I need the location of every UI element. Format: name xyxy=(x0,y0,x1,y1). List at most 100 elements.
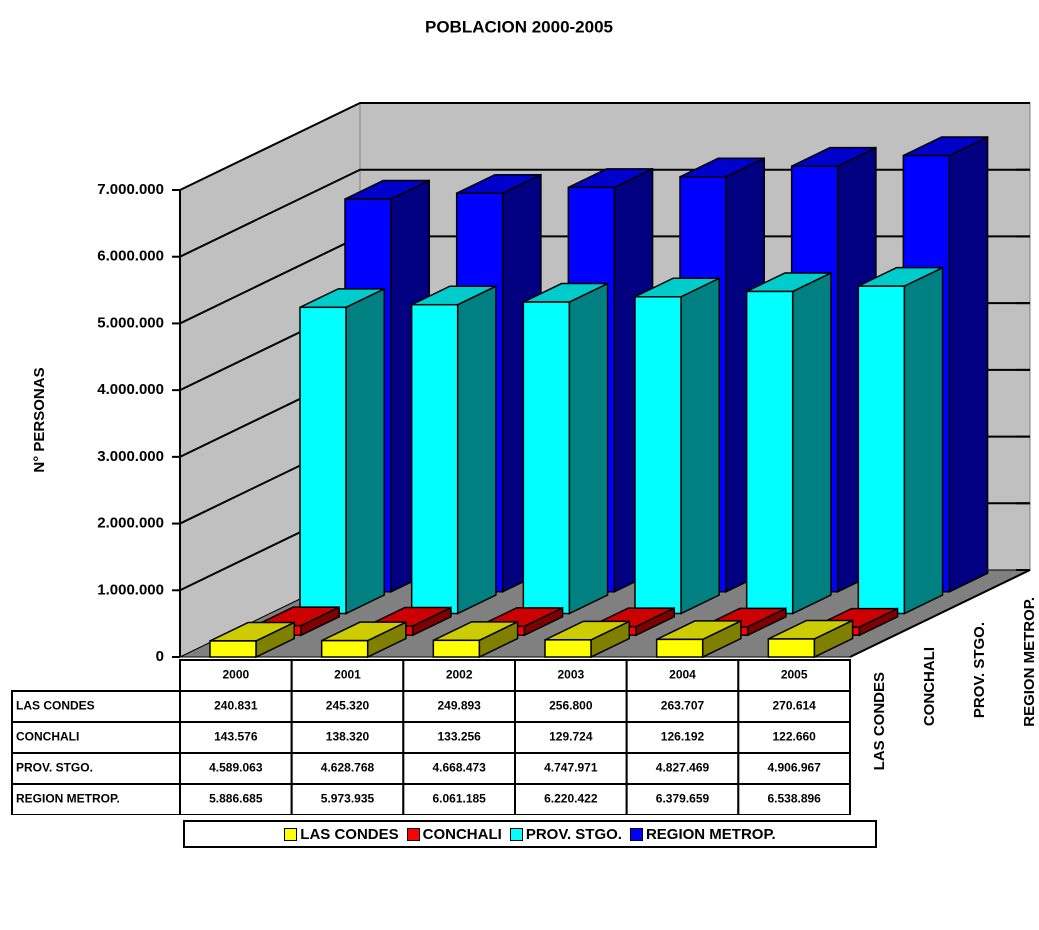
bar-side xyxy=(456,285,497,615)
bar-front xyxy=(634,295,682,615)
legend-swatch xyxy=(284,827,298,841)
table-cell xyxy=(290,752,405,785)
bar xyxy=(410,285,497,615)
table-value: 6.379.659 xyxy=(656,792,710,806)
table-value: 6.538.896 xyxy=(767,792,821,806)
table-value: 5.973.935 xyxy=(321,792,375,806)
table-cell xyxy=(179,721,293,754)
table-value: 129.724 xyxy=(549,730,593,744)
bar-side xyxy=(948,135,989,593)
table-cell xyxy=(179,690,293,723)
depth-label: PROV. STGO. xyxy=(971,622,988,718)
depth-label: REGION METROP. xyxy=(1021,597,1038,727)
table-value: 143.576 xyxy=(214,730,258,744)
table-cell xyxy=(402,752,517,785)
bar-front xyxy=(432,639,481,658)
y-tick-label: 6.000.000 xyxy=(97,248,164,265)
y-axis-title: N° PERSONAS xyxy=(31,367,48,472)
table-cell xyxy=(290,783,405,815)
table-value: 256.800 xyxy=(549,699,593,713)
y-tick-label: 1.000.000 xyxy=(97,581,164,598)
bar-front xyxy=(299,306,347,615)
legend-item: LAS CONDES xyxy=(284,825,399,843)
bar xyxy=(655,619,742,659)
legend-swatch xyxy=(406,827,420,841)
depth-label: CONCHALI xyxy=(921,647,938,726)
bar-side xyxy=(568,282,609,615)
depth-axis xyxy=(849,569,1031,658)
table-cell xyxy=(179,659,293,692)
bar xyxy=(544,620,630,659)
table-cell xyxy=(737,783,851,815)
table-value: 126.192 xyxy=(661,730,705,744)
bar xyxy=(745,271,832,615)
table-row-label: LAS CONDES xyxy=(16,699,95,713)
bar-front xyxy=(522,301,571,615)
table-header: 2003 xyxy=(557,668,584,682)
bar-side xyxy=(680,277,720,615)
bar-front xyxy=(745,290,794,615)
table-cell xyxy=(737,721,851,754)
table-value: 240.831 xyxy=(214,699,258,713)
table-cell xyxy=(402,690,517,723)
legend-label: CONCHALI xyxy=(422,825,502,843)
legend-label: PROV. STGO. xyxy=(525,825,622,843)
bar xyxy=(299,287,385,615)
y-tick-label: 2.000.000 xyxy=(97,515,164,532)
table-value: 245.320 xyxy=(326,699,370,713)
bar-front xyxy=(209,640,257,658)
bar-front xyxy=(320,639,369,658)
table-cell xyxy=(737,690,851,723)
legend: LAS CONDES CONCHALI PROV. STGO. REGION METR… xyxy=(183,820,877,848)
table-cell xyxy=(402,659,517,692)
table-header: 2002 xyxy=(446,668,473,682)
table-value: 4.628.768 xyxy=(321,761,375,775)
table-cell xyxy=(737,659,851,692)
bar xyxy=(320,620,407,659)
bar xyxy=(432,620,519,659)
grid-line xyxy=(179,102,1030,191)
table-header: 2005 xyxy=(781,668,808,682)
table-cell xyxy=(11,721,181,754)
bar-front xyxy=(857,285,906,615)
chart-title: POBLACION 2000-2005 xyxy=(425,17,613,36)
table-row-label: REGION METROP. xyxy=(16,792,120,806)
bar xyxy=(522,282,609,615)
table-value: 5.886.685 xyxy=(209,792,263,806)
y-tick-label: 7.000.000 xyxy=(97,181,164,198)
legend-swatch xyxy=(629,827,643,841)
table-value: 4.668.473 xyxy=(432,761,486,775)
bar-side xyxy=(791,271,832,615)
legend-label: LAS CONDES xyxy=(300,825,399,843)
bar-side xyxy=(903,266,944,615)
bar xyxy=(767,619,854,659)
bar xyxy=(209,621,295,659)
table-value: 122.660 xyxy=(772,730,816,744)
table-value: 270.614 xyxy=(772,699,816,713)
bar xyxy=(634,277,720,615)
bar-front xyxy=(410,303,459,615)
table-cell xyxy=(179,752,293,785)
table-header: 2004 xyxy=(669,668,696,682)
table-value: 249.893 xyxy=(437,699,481,713)
bar xyxy=(857,266,944,615)
table-header: 2000 xyxy=(222,668,249,682)
depth-label: LAS CONDES xyxy=(871,672,888,770)
table-cell xyxy=(625,721,740,754)
legend-item: CONCHALI xyxy=(406,825,502,843)
table-value: 6.061.185 xyxy=(432,792,486,806)
table-value: 4.906.967 xyxy=(767,761,821,775)
bar-side xyxy=(345,287,385,615)
chart: POBLACION 2000-2005 N° PERSONAS 0 1.000.0… xyxy=(11,17,1038,815)
y-tick-label: 0 xyxy=(156,648,164,665)
table-value: 4.589.063 xyxy=(209,761,263,775)
table-header: 2001 xyxy=(334,668,361,682)
table-row-label: CONCHALI xyxy=(16,730,79,744)
y-tick-label: 4.000.000 xyxy=(97,381,164,398)
table-value: 138.320 xyxy=(326,730,370,744)
bar-front xyxy=(767,638,816,658)
table-row-label: PROV. STGO. xyxy=(16,761,93,775)
legend-item: REGION METROP. xyxy=(629,826,776,843)
table-cell xyxy=(514,690,628,723)
